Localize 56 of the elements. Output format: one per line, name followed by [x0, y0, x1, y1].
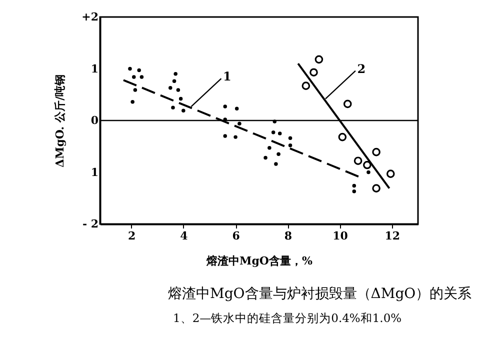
point — [128, 66, 132, 71]
point — [354, 156, 362, 166]
point — [314, 55, 324, 64]
point — [132, 75, 136, 79]
point — [386, 170, 395, 178]
point — [178, 96, 183, 101]
x-axis-title: 熔渣中MgO含量，% — [206, 254, 313, 268]
x-tick-label: 6 — [232, 230, 240, 242]
point — [268, 146, 272, 150]
x-tick-label: 8 — [284, 230, 292, 242]
point — [174, 72, 178, 76]
point — [223, 134, 227, 138]
y-tick-label: +2 — [82, 10, 98, 24]
point — [352, 184, 356, 188]
point — [278, 132, 282, 136]
point — [140, 75, 144, 79]
y-axis-title: ΔMgO. 公斤/吨钢 — [54, 74, 67, 168]
x-tick-label: 4 — [180, 230, 188, 242]
y-tick-label: 0 — [90, 114, 99, 127]
point — [276, 152, 280, 156]
point — [182, 108, 186, 113]
point — [264, 156, 268, 160]
point — [176, 88, 180, 92]
point — [372, 148, 380, 156]
point — [271, 130, 276, 134]
point — [171, 106, 175, 110]
point — [234, 135, 238, 139]
point — [288, 143, 292, 148]
point — [338, 132, 347, 142]
point — [133, 88, 138, 92]
annotation: 2 — [357, 62, 366, 76]
y-tick-label: - 2 — [82, 218, 98, 230]
annotation: 1 — [223, 70, 232, 84]
x-tick-label: 2 — [128, 230, 136, 242]
point — [302, 82, 310, 90]
point — [274, 162, 278, 166]
point — [172, 79, 176, 84]
x-tick-label: 10 — [332, 230, 348, 242]
text: 1、2—铁水中的硅含量分别为0.4%和1.0% — [173, 311, 402, 326]
point — [130, 100, 134, 104]
point — [310, 68, 318, 77]
point — [223, 104, 227, 108]
point — [366, 170, 370, 174]
y-tick-label: 1 — [90, 166, 98, 179]
point — [234, 106, 239, 110]
point — [137, 68, 141, 72]
point — [372, 184, 380, 192]
point — [238, 122, 242, 126]
point — [363, 160, 372, 170]
text: 熔渣中MgO含量与炉衬损毁量（ΔMgO）的关系 — [168, 285, 472, 303]
x-tick-label: 12 — [384, 230, 400, 242]
point — [168, 86, 172, 90]
y-tick-label: 1 — [90, 62, 98, 76]
point — [288, 136, 292, 140]
point — [343, 100, 352, 108]
point — [352, 190, 356, 194]
